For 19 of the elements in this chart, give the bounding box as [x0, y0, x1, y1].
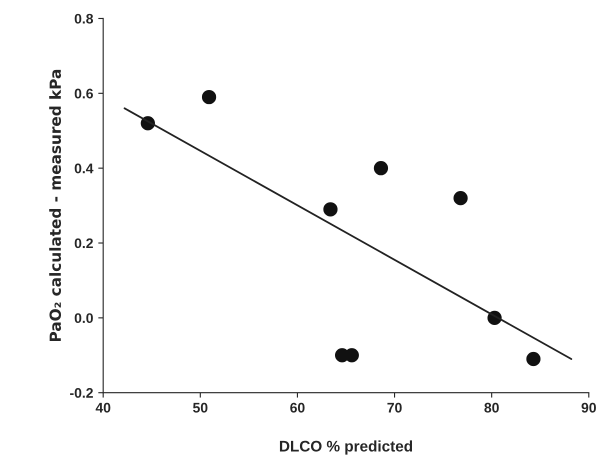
x-tick-label: 70	[387, 402, 402, 413]
y-tick-label: -0.2	[70, 388, 93, 398]
y-tick-label: 0.8	[74, 14, 94, 24]
x-tick-label: 80	[484, 402, 499, 413]
y-tick-label: 0.2	[74, 238, 93, 248]
point	[202, 90, 216, 104]
x-tick-label: 60	[290, 402, 305, 413]
x-tick-label: 40	[96, 402, 110, 413]
y-axis-title: PaO₂ calculated - measured kPa	[49, 70, 62, 342]
point	[323, 202, 338, 216]
point	[526, 352, 541, 366]
y-tick-label: 0.6	[74, 88, 93, 98]
point	[374, 161, 388, 176]
x-tick-label: 50	[193, 402, 208, 413]
point	[453, 190, 468, 206]
y-tick-label: 0.4	[74, 164, 94, 174]
x-axis-title: DLCO % predicted	[280, 440, 412, 455]
y-tick-label: 0.0	[74, 313, 93, 324]
x-tick-label: 90	[582, 402, 596, 413]
